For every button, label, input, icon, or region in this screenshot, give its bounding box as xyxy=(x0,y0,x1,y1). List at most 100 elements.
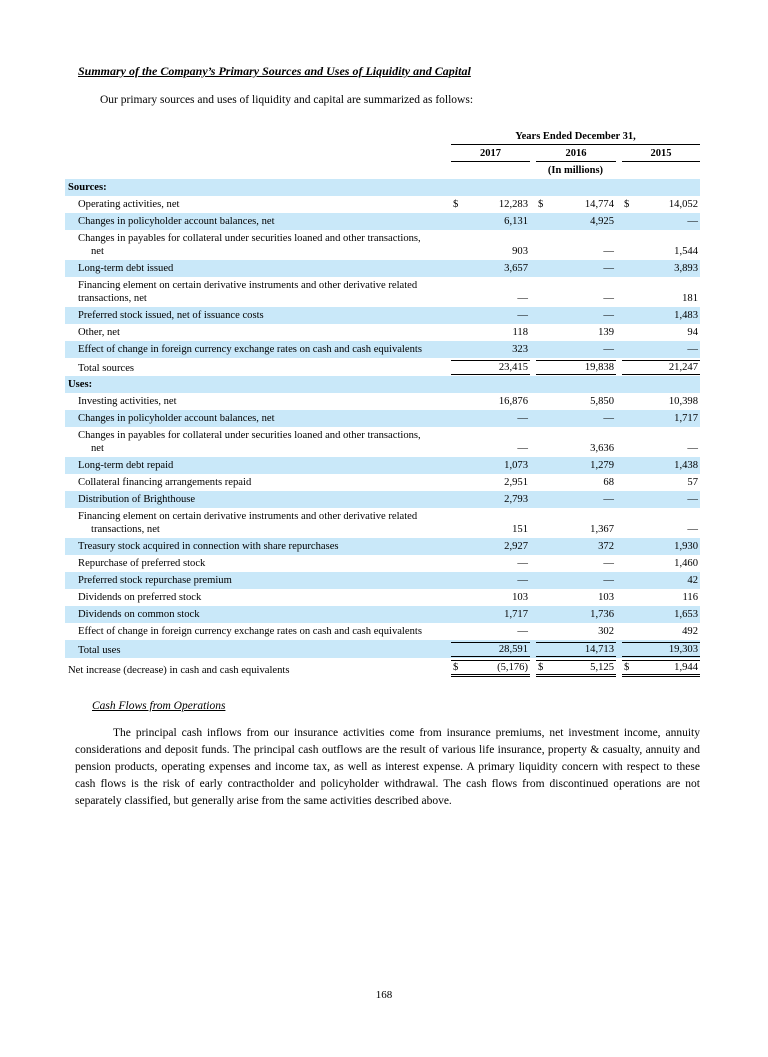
value-cell: 14,713 xyxy=(536,642,616,657)
value-cell: — xyxy=(536,343,616,356)
value-cell: — xyxy=(622,343,700,356)
table-row: Distribution of Brighthouse 2,793 — — xyxy=(65,491,700,508)
amount-value: 181 xyxy=(682,293,698,304)
dollar-sign: $ xyxy=(538,199,544,210)
amount-value: 492 xyxy=(682,626,698,637)
amount-value: 103 xyxy=(598,592,614,603)
value-cell: 21,247 xyxy=(622,360,700,375)
value-cell: 2,927 xyxy=(451,540,530,553)
value-cell: $ (5,176) xyxy=(451,660,530,677)
amount-value: 1,073 xyxy=(504,460,528,471)
amount-value: 116 xyxy=(682,592,699,603)
amount-value: — xyxy=(603,246,614,257)
row-label: Dividends on common stock xyxy=(78,609,200,620)
row-label: Preferred stock repurchase premium xyxy=(78,575,232,586)
page: Summary of the Company’s Primary Sources… xyxy=(0,64,768,810)
value-cell: 2,793 xyxy=(451,493,530,506)
amount-value: — xyxy=(687,344,698,355)
amount-value: (5,176) xyxy=(497,662,528,673)
amount-value: 2,927 xyxy=(504,541,528,552)
amount-value: 1,279 xyxy=(590,460,614,471)
amount-value: 3,657 xyxy=(504,263,528,274)
amount-value: 68 xyxy=(603,477,614,488)
header-spacer xyxy=(65,131,445,145)
value-cell: — xyxy=(451,292,530,305)
table-row: Collateral financing arrangements repaid… xyxy=(65,474,700,491)
value-cell: 28,591 xyxy=(451,642,530,657)
value-cell: 103 xyxy=(451,591,530,604)
amount-value: 2,793 xyxy=(504,494,528,505)
table-row: Preferred stock repurchase premium — — 42 xyxy=(65,572,700,589)
value-cell: 16,876 xyxy=(451,395,530,408)
value-cell: 4,925 xyxy=(536,215,616,228)
amount-value: — xyxy=(603,413,614,424)
row-label: Changes in policyholder account balances… xyxy=(78,216,275,227)
value-cell: $14,774 xyxy=(536,198,616,211)
table-row: Changes in policyholder account balances… xyxy=(65,213,700,230)
value-cell: $12,283 xyxy=(451,198,530,211)
row-label: Long-term debt issued xyxy=(78,263,174,274)
amount-value: 1,483 xyxy=(674,310,698,321)
row-label: Other, net xyxy=(78,327,120,338)
value-cell: 68 xyxy=(536,476,616,489)
value-cell: — xyxy=(451,557,530,570)
table-header-years: Years Ended December 31, xyxy=(65,131,700,145)
value-cell: 57 xyxy=(622,476,700,489)
column-header-2017: 2017 xyxy=(451,145,530,162)
value-cell: 19,838 xyxy=(536,360,616,375)
amount-value: 1,736 xyxy=(590,609,614,620)
row-label: Uses: xyxy=(68,379,93,390)
amount-value: — xyxy=(603,310,614,321)
value-cell: 116 xyxy=(622,591,700,604)
value-cell: 302 xyxy=(536,625,616,638)
amount-value: 1,944 xyxy=(674,662,698,673)
table-row: Other, net 118 139 94 xyxy=(65,324,700,341)
table-row: Changes in policyholder account balances… xyxy=(65,410,700,427)
value-cell: 1,073 xyxy=(451,459,530,472)
amount-value: — xyxy=(603,558,614,569)
amount-value: — xyxy=(517,413,528,424)
value-cell: — xyxy=(536,574,616,587)
amount-value: 118 xyxy=(512,327,529,338)
value-cell: — xyxy=(622,523,700,536)
value-cell: — xyxy=(451,309,530,322)
table-body: Sources: Operating activities, net $12,283… xyxy=(65,179,700,678)
row-label: Effect of change in foreign currency exc… xyxy=(78,344,422,355)
cash-flows-heading: Cash Flows from Operations xyxy=(92,700,226,712)
table-row: Investing activities, net 16,876 5,850 10,3… xyxy=(65,393,700,410)
value-cell: — xyxy=(536,412,616,425)
value-cell: 10,398 xyxy=(622,395,700,408)
value-cell: 6,131 xyxy=(451,215,530,228)
amount-value: 372 xyxy=(598,541,614,552)
amount-value: 1,438 xyxy=(674,460,698,471)
value-cell: 42 xyxy=(622,574,700,587)
amount-value: 323 xyxy=(512,344,528,355)
row-label: Financing element on certain derivative … xyxy=(78,280,418,304)
amount-value: 1,930 xyxy=(674,541,698,552)
row-label: Net increase (decrease) in cash and cash… xyxy=(68,665,290,676)
value-cell: $5,125 xyxy=(536,660,616,677)
amount-value: 151 xyxy=(512,524,528,535)
value-cell: 1,717 xyxy=(451,608,530,621)
value-cell: — xyxy=(622,215,700,228)
value-cell: — xyxy=(536,262,616,275)
amount-value: — xyxy=(517,626,528,637)
dollar-sign: $ xyxy=(624,199,630,210)
value-cell: 118 xyxy=(451,326,530,339)
value-cell: — xyxy=(451,412,530,425)
row-label: Total sources xyxy=(78,363,135,374)
table-row: Preferred stock issued, net of issuance … xyxy=(65,307,700,324)
intro-paragraph: Our primary sources and uses of liquidit… xyxy=(100,94,474,106)
column-header-2015: 2015 xyxy=(622,145,700,162)
value-cell: 1,483 xyxy=(622,309,700,322)
value-cell: 3,657 xyxy=(451,262,530,275)
value-cell: 1,717 xyxy=(622,412,700,425)
table-header-columns: 2017 2016 2015 xyxy=(65,145,700,162)
amount-value: — xyxy=(603,575,614,586)
value-cell: 23,415 xyxy=(451,360,530,375)
table-row: Effect of change in foreign currency exc… xyxy=(65,623,700,640)
value-cell: 1,460 xyxy=(622,557,700,570)
amount-value: 5,125 xyxy=(590,662,614,673)
row-label: Sources: xyxy=(68,182,107,193)
value-cell: 3,893 xyxy=(622,262,700,275)
